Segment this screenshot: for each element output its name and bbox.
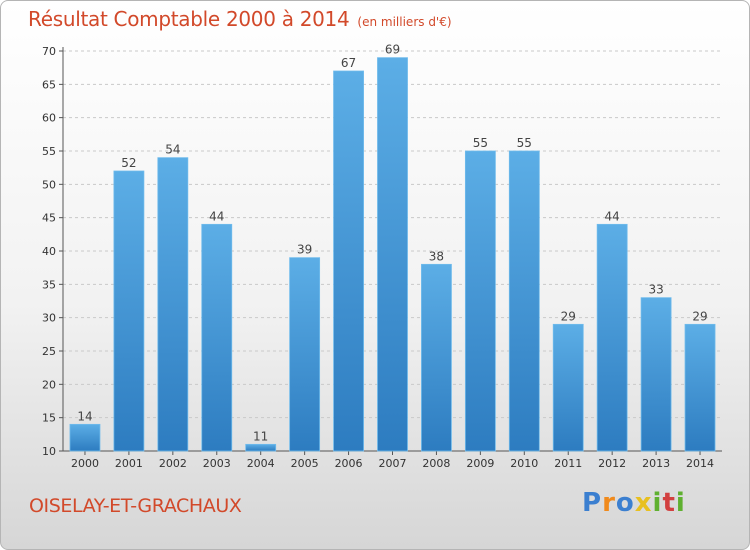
data-label: 67	[341, 56, 356, 70]
data-label: 69	[385, 43, 400, 57]
logo-letter: i	[675, 488, 686, 518]
logo-letter: P	[582, 488, 603, 518]
logo-letter: r	[602, 488, 616, 518]
x-tick-label: 2004	[247, 457, 275, 470]
y-tick-label: 65	[42, 78, 56, 91]
bar	[596, 223, 628, 452]
y-tick-label: 15	[42, 412, 56, 425]
bars	[69, 57, 716, 452]
x-tick-label: 2011	[554, 457, 582, 470]
data-label: 29	[692, 309, 707, 323]
data-label: 54	[165, 143, 180, 157]
logo-letter: x	[634, 488, 653, 518]
x-tick-label: 2006	[335, 457, 363, 470]
x-tick-label: 2014	[686, 457, 714, 470]
data-label: 33	[648, 283, 663, 297]
data-labels: 14 52 54 44 11 39 67 69 38 55 55 29 44 33 29	[77, 43, 707, 444]
y-tick-label: 55	[42, 145, 56, 158]
logo-letter: i	[652, 488, 663, 518]
bar	[289, 257, 321, 452]
bar	[113, 170, 145, 452]
bar	[377, 57, 408, 452]
chart-title-main: Résultat Comptable 2000 à 2014	[28, 7, 350, 31]
chart-title: Résultat Comptable 2000 à 2014 (en millie…	[28, 7, 452, 31]
x-tick-label: 2012	[598, 457, 626, 470]
data-label: 55	[517, 136, 532, 150]
data-label: 38	[429, 249, 444, 263]
bar	[640, 297, 672, 452]
x-tick-label: 2003	[203, 457, 231, 470]
bar	[552, 323, 584, 452]
data-label: 11	[253, 429, 268, 443]
x-tick-label: 2001	[115, 457, 143, 470]
bar	[201, 223, 233, 452]
data-label: 44	[605, 209, 620, 223]
x-tick-label: 2002	[159, 457, 187, 470]
logo-letter: t	[662, 488, 676, 518]
y-tick-label: 60	[42, 112, 56, 125]
bar	[245, 443, 277, 452]
chart-title-unit: (en milliers d'€)	[357, 15, 452, 29]
bar	[333, 70, 364, 452]
x-tick-label: 2005	[291, 457, 319, 470]
commune-name: OISELAY-ET-GRACHAUX	[29, 495, 242, 517]
data-label: 14	[77, 409, 92, 423]
x-tick-label: 2009	[466, 457, 494, 470]
proxiti-logo[interactable]: Proxiti	[582, 488, 686, 518]
bar	[684, 323, 716, 452]
x-tick-label: 2000	[71, 457, 99, 470]
bar	[508, 150, 540, 452]
bar	[157, 157, 189, 452]
bar	[464, 150, 496, 452]
y-tick-label: 50	[42, 178, 56, 191]
y-tick-label: 45	[42, 212, 56, 225]
bar	[69, 423, 101, 452]
y-tick-label: 20	[42, 378, 56, 391]
y-tick-label: 70	[42, 45, 56, 58]
y-tick-label: 10	[42, 445, 56, 458]
x-tick-label: 2007	[379, 457, 407, 470]
y-tick-label: 35	[42, 278, 56, 291]
data-label: 52	[121, 156, 136, 170]
logo-letter: o	[615, 488, 635, 518]
y-tick-label: 30	[42, 312, 56, 325]
x-tick-label: 2010	[510, 457, 538, 470]
y-tick-label: 40	[42, 245, 56, 258]
y-tick-label: 25	[42, 345, 56, 358]
x-tick-label: 2008	[422, 457, 450, 470]
data-label: 29	[561, 309, 576, 323]
data-label: 44	[209, 209, 224, 223]
data-label: 39	[297, 243, 312, 257]
bar	[421, 263, 452, 452]
x-tick-label: 2013	[642, 457, 670, 470]
data-label: 55	[473, 136, 488, 150]
